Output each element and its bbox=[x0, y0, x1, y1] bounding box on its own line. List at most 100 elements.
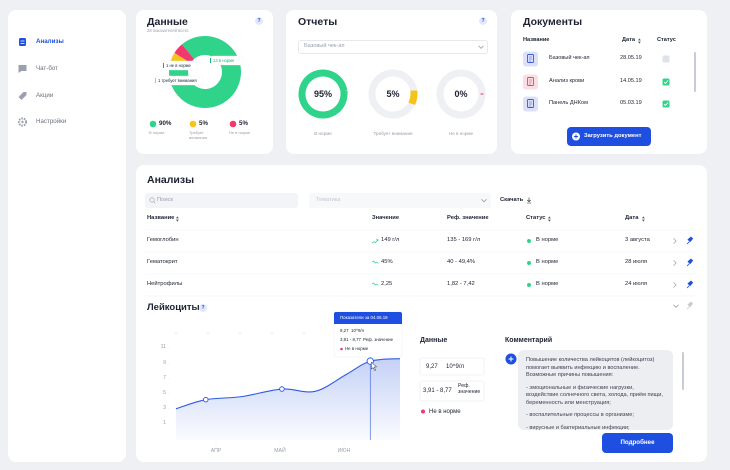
y-tick-label: 11 bbox=[160, 344, 166, 351]
menu-label: Чат-бот bbox=[36, 64, 59, 72]
upload-button[interactable] bbox=[567, 127, 651, 146]
comment-paragraph: - вирусные и бактериальные инфекции; bbox=[526, 424, 630, 430]
menu-label: Акции bbox=[36, 91, 54, 99]
analysis-reference: 40 - 49,4% bbox=[447, 259, 476, 266]
search-placeholder: Поиск bbox=[157, 196, 174, 203]
upload-label: Загрузить документ bbox=[584, 132, 642, 139]
callout-label: 13 в норме bbox=[213, 57, 235, 63]
comment-box: Повышение количества лейкоцитов (лейкоци… bbox=[518, 350, 673, 430]
y-tick-label: 7 bbox=[163, 374, 166, 381]
card-subtitle: 28 показателей всего bbox=[147, 27, 189, 33]
card-title: Данные bbox=[147, 15, 188, 28]
ring-label: В норме bbox=[314, 130, 332, 136]
card-title: Отчеты bbox=[298, 15, 338, 28]
menu-item[interactable] bbox=[14, 60, 120, 78]
callout-label: 1 не в норме bbox=[166, 62, 191, 68]
legend-value: 5% bbox=[199, 119, 208, 127]
column-header: Значение bbox=[372, 215, 400, 222]
column-header: Название bbox=[147, 215, 175, 222]
legend-value: 5% bbox=[239, 119, 248, 127]
doc-date: 14.05.19 bbox=[620, 78, 642, 85]
analysis-reference: 1,82 - 7,42 bbox=[447, 281, 475, 288]
ring-value: 0% bbox=[454, 88, 468, 99]
doc-name: Анализ крови bbox=[549, 78, 585, 85]
menu-item[interactable] bbox=[14, 87, 120, 105]
analysis-date: 24 июля bbox=[625, 281, 648, 288]
analysis-reference: 135 - 169 г/л bbox=[447, 237, 481, 244]
analysis-value: 2,25 bbox=[381, 281, 393, 288]
doc-date: 28.05.19 bbox=[620, 55, 642, 62]
callout-label: 1 требует внимания bbox=[158, 77, 197, 83]
legend-label: Требует внимания bbox=[189, 130, 208, 140]
column-header: Статус bbox=[657, 37, 676, 44]
column-header: Реф. значение bbox=[447, 215, 489, 222]
x-tick-label: ИЮН bbox=[337, 448, 351, 455]
legend-value: 90% bbox=[159, 119, 172, 127]
download-label: Скачать bbox=[500, 196, 524, 203]
search-input[interactable] bbox=[145, 193, 298, 208]
ring-label: Требует внимания bbox=[373, 130, 413, 136]
tooltip-reference: 3,91 - 8,77 bbox=[340, 336, 361, 342]
details-reference-label: Реф. значение bbox=[458, 383, 481, 395]
tooltip-value: 9,27 bbox=[340, 327, 349, 333]
more-button[interactable] bbox=[602, 433, 673, 453]
details-title: Данные bbox=[420, 336, 448, 344]
row-open[interactable] bbox=[670, 258, 680, 268]
row-open[interactable] bbox=[670, 236, 680, 246]
doc-name: Панель ДНКом bbox=[549, 100, 588, 107]
comment-title: Комментарий bbox=[505, 336, 553, 344]
column-header: Название bbox=[523, 37, 550, 44]
y-tick-label: 9 bbox=[163, 359, 166, 366]
card-title: Анализы bbox=[147, 173, 195, 186]
menu-label: Анализы bbox=[36, 37, 64, 45]
comment-paragraph: - воспалительные процессы в организме; bbox=[526, 412, 634, 419]
analysis-value: 149 г/л bbox=[381, 237, 400, 244]
details-status: Не в норме bbox=[429, 408, 461, 415]
select[interactable] bbox=[298, 40, 488, 54]
menu-item[interactable] bbox=[14, 113, 120, 131]
x-tick-label: МАЙ bbox=[274, 448, 286, 455]
details-unit: 10^9/л bbox=[446, 363, 464, 370]
help-mark: ? bbox=[201, 304, 205, 311]
details-reference: 3,91 - 8,77 bbox=[423, 388, 452, 394]
comment-paragraph: Повышение количества лейкоцитов (лейкоци… bbox=[526, 357, 655, 379]
details-value: 9,27 bbox=[426, 363, 438, 370]
analysis-name: Гемоглобин bbox=[147, 237, 179, 244]
comment-paragraph: - эмоциональные и физические нагрузки, в… bbox=[526, 384, 663, 406]
tooltip-status: Не в норме bbox=[345, 345, 369, 351]
doc-name: Базовый чек-ап bbox=[549, 55, 590, 62]
column-header: Дата bbox=[625, 215, 639, 222]
select-value: Базовый чек-ап bbox=[304, 43, 345, 50]
filter-select[interactable] bbox=[309, 193, 491, 208]
ring-label: Не в норме bbox=[448, 130, 474, 136]
column-header: Статус bbox=[526, 215, 546, 222]
more-label: Подробнее bbox=[620, 438, 655, 446]
tooltip-unit: 10^9/л bbox=[351, 327, 365, 333]
column-header: Дата bbox=[622, 37, 635, 44]
section-title: Лейкоциты bbox=[147, 302, 200, 314]
analysis-date: 28 июля bbox=[625, 259, 648, 266]
menu-item[interactable] bbox=[14, 33, 120, 51]
analysis-date: 3 августа bbox=[625, 237, 650, 244]
tooltip-title: Показатели за 04.06.19 bbox=[340, 315, 388, 321]
menu-label: Настройки bbox=[36, 117, 67, 125]
analysis-name: Нейтрофилы bbox=[147, 281, 183, 288]
analysis-status: В норме bbox=[536, 281, 559, 288]
y-tick-label: 3 bbox=[163, 405, 166, 412]
analysis-name: Гематокрит bbox=[147, 259, 178, 266]
filter-placeholder: Тематика bbox=[316, 196, 341, 203]
x-tick-label: АПР bbox=[210, 448, 222, 455]
sidebar bbox=[8, 10, 126, 462]
card-title: Документы bbox=[523, 15, 583, 28]
y-tick-label: 1 bbox=[163, 420, 166, 427]
tooltip-reference-label: Реф. значение bbox=[363, 336, 394, 342]
analysis-status: В норме bbox=[536, 259, 559, 266]
legend-label: Не в норме bbox=[229, 130, 251, 135]
row-open[interactable] bbox=[670, 280, 680, 290]
analysis-value: 45% bbox=[381, 259, 393, 266]
legend-label: В норме bbox=[149, 130, 165, 135]
doc-date: 05.03.19 bbox=[620, 100, 642, 107]
analysis-status: В норме bbox=[536, 237, 559, 244]
y-tick-label: 5 bbox=[163, 390, 166, 396]
